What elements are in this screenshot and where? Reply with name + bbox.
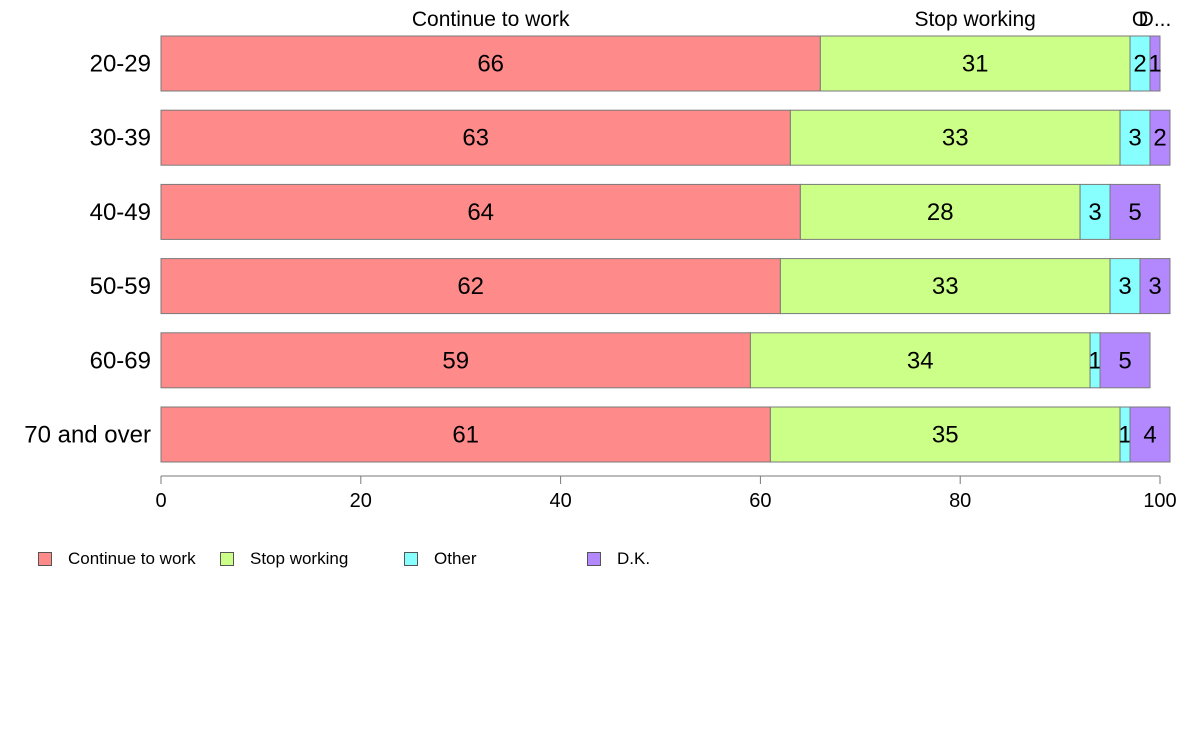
bar-segment-2 <box>819 35 1131 92</box>
data-label: 3 <box>1128 125 1141 152</box>
bar-segment-3 <box>1109 258 1141 315</box>
legend-swatch <box>587 552 601 566</box>
legend-swatch <box>220 552 234 566</box>
x-tick-label: 20 <box>350 490 372 512</box>
bar-segment-4 <box>1149 35 1161 92</box>
data-label: 1 <box>1118 422 1131 449</box>
segment-header-label: D... <box>1139 8 1172 31</box>
legend-item: Stop working <box>220 548 348 570</box>
legend-item: D.K. <box>587 548 650 570</box>
bar-segment-3 <box>1119 109 1151 166</box>
bars-group: 66 31 2 163 33 3 264 28 3 562 33 3 359 34 1 561 35 1 4 <box>160 35 1171 463</box>
data-label: 1 <box>1088 347 1101 374</box>
legend: Continue to work Stop working Other D.K. <box>38 548 758 570</box>
bar-segment-1 <box>160 406 771 463</box>
bar-segment-4 <box>1099 332 1151 389</box>
segment-header-label: O <box>1132 8 1148 31</box>
segment-header-labels: Continue to work Stop working OD... <box>412 8 1171 31</box>
data-label: 3 <box>1088 199 1101 226</box>
bar-segment-4 <box>1139 258 1171 315</box>
x-tick-label: 80 <box>949 490 971 512</box>
data-label: 5 <box>1128 199 1141 226</box>
data-label: 2 <box>1133 51 1146 78</box>
data-label: 35 <box>932 422 959 449</box>
bar-segment-1 <box>160 183 801 240</box>
legend-label: D.K. <box>617 549 651 568</box>
legend-swatch <box>38 552 52 566</box>
bar-segment-4 <box>1109 183 1161 240</box>
category-label: 20-29 <box>90 51 151 78</box>
segment-header-label: Continue to work <box>412 8 570 31</box>
y-axis-labels: 20-29 30-39 40-49 50-59 60-69 70 and over <box>24 51 151 449</box>
category-label: 50-59 <box>90 273 151 300</box>
data-label: 61 <box>452 422 479 449</box>
bar-segment-4 <box>1149 109 1171 166</box>
category-label: 40-49 <box>90 199 151 226</box>
bar-segment-2 <box>769 406 1121 463</box>
category-label: 70 and over <box>24 422 151 449</box>
data-label: 64 <box>467 199 494 226</box>
data-label: 2 <box>1153 125 1166 152</box>
bar-segment-3 <box>1079 183 1111 240</box>
x-axis: 0 20 40 60 80 100 <box>155 475 1177 512</box>
data-label: 1 <box>1148 51 1161 78</box>
legend-item: Continue to work <box>38 548 196 570</box>
bar-segment-1 <box>160 109 791 166</box>
x-tick-label: 40 <box>549 490 571 512</box>
data-label: 34 <box>907 347 934 374</box>
legend-label: Continue to work <box>68 549 196 568</box>
legend-swatch <box>404 552 418 566</box>
legend-item: Other <box>404 548 477 570</box>
data-label: 5 <box>1118 347 1131 374</box>
data-label: 3 <box>1148 273 1161 300</box>
data-label: 63 <box>462 125 489 152</box>
x-tick-label: 60 <box>749 490 771 512</box>
data-label: 31 <box>962 51 989 78</box>
segment-header-label: Stop working <box>914 8 1035 31</box>
bar-segment-1 <box>160 332 751 389</box>
bar-segment-2 <box>749 332 1091 389</box>
bar-segment-4 <box>1129 406 1171 463</box>
data-label: 59 <box>442 347 469 374</box>
data-label: 28 <box>927 199 954 226</box>
category-label: 60-69 <box>90 347 151 374</box>
data-label: 62 <box>457 273 484 300</box>
data-label: 4 <box>1143 422 1156 449</box>
data-label: 33 <box>942 125 969 152</box>
legend-label: Other <box>434 549 477 568</box>
x-tick-label: 0 <box>155 490 166 512</box>
bar-segment-1 <box>160 258 781 315</box>
category-label: 30-39 <box>90 125 151 152</box>
legend-label: Stop working <box>250 549 349 568</box>
data-label: 3 <box>1118 273 1131 300</box>
x-tick-label: 100 <box>1143 490 1176 512</box>
data-label: 66 <box>477 51 504 78</box>
data-label: 33 <box>932 273 959 300</box>
